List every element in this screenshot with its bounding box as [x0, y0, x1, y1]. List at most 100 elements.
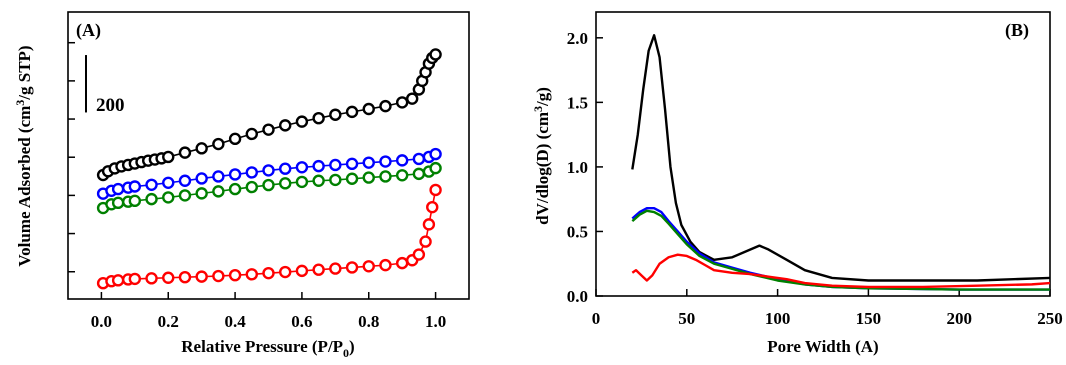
data-point-green [329, 173, 342, 187]
data-point-green [345, 172, 359, 185]
data-point-black [362, 102, 375, 116]
data-point-blue [195, 172, 208, 185]
panel-b: (B) 0.0 0.5 1.0 1.5 2.0 0 50 100 150 200 250 Pore… [531, 11, 1063, 356]
data-point-black [429, 48, 442, 61]
x-tick-label: 0.6 [291, 312, 312, 331]
data-point-blue [145, 178, 158, 191]
data-point-green [128, 194, 142, 208]
pore-distribution-line-green [631, 209, 1050, 291]
data-point-black [228, 132, 242, 146]
data-point-green [245, 180, 258, 194]
data-point-blue [262, 164, 275, 177]
data-point-red [312, 263, 325, 276]
data-point-black [178, 146, 192, 159]
data-point-red [429, 183, 442, 197]
x-tick-label: 150 [856, 309, 882, 328]
data-point-blue [178, 174, 192, 187]
data-point-red [111, 274, 125, 287]
x-tick-label: 100 [765, 309, 791, 328]
data-point-red [395, 256, 409, 270]
scale-bar: 200 [85, 55, 125, 116]
panel-b-y-axis-label: dV/dlog(D) (cm3/g) [531, 87, 552, 225]
data-point-red [412, 248, 426, 261]
data-point-blue [395, 154, 409, 167]
panel-a-x-axis-label: Relative Pressure (P/P0) [181, 337, 354, 360]
y-tick-label: 1.0 [567, 158, 588, 177]
data-point-black [279, 119, 292, 132]
panel-b-series [631, 34, 1051, 291]
panel-a-y-ticks [68, 41, 75, 273]
data-point-black [345, 105, 359, 119]
pore-distribution-line-red [631, 253, 1051, 289]
data-point-green [312, 174, 325, 187]
data-point-red [345, 261, 359, 274]
x-tick-label: 0.4 [224, 312, 246, 331]
data-point-red [295, 264, 309, 278]
panel-a-series [96, 48, 442, 290]
data-point-blue [312, 159, 325, 173]
data-point-green [145, 192, 158, 206]
data-point-black [262, 123, 275, 136]
data-point-black [212, 137, 225, 151]
panel-a-y-axis-label: Volume Adsorbed (cm3/g STP) [13, 45, 34, 266]
data-point-green [295, 175, 309, 189]
data-point-black [245, 127, 258, 141]
data-point-green [429, 161, 442, 175]
data-point-green [262, 178, 275, 192]
data-point-red [128, 272, 142, 286]
data-point-blue [429, 147, 442, 161]
panel-a-x-ticks: 0.0 0.2 0.4 0.6 0.8 1.0 [91, 292, 446, 331]
panel-b-label: (B) [1005, 20, 1029, 41]
data-point-red [362, 260, 375, 273]
pore-distribution-line-blue [631, 207, 1050, 291]
data-point-black [379, 99, 392, 113]
x-tick-label: 0.2 [158, 312, 179, 331]
data-point-blue [295, 161, 309, 174]
data-point-red [262, 266, 275, 280]
x-tick-label: 0 [592, 309, 601, 328]
data-point-red [426, 200, 439, 214]
x-tick-label: 1.0 [425, 312, 446, 331]
data-point-red [379, 258, 392, 272]
data-point-blue [329, 158, 342, 172]
data-point-green [362, 171, 375, 184]
x-tick-label: 250 [1037, 309, 1063, 328]
data-point-green [212, 185, 225, 198]
y-tick-label: 0.5 [567, 222, 588, 241]
y-tick-label: 0.0 [567, 287, 588, 306]
data-point-red [329, 262, 342, 275]
data-point-blue [162, 176, 175, 189]
data-point-red [212, 269, 225, 283]
data-point-red [228, 268, 242, 282]
panel-a-label: (A) [76, 20, 101, 41]
data-point-green [279, 177, 292, 190]
data-point-red [245, 268, 258, 281]
panel-b-x-axis-label: Pore Width (A) [767, 337, 878, 356]
data-point-blue [379, 155, 392, 168]
data-point-blue [111, 182, 125, 196]
data-point-blue [412, 152, 426, 166]
data-point-red [195, 270, 208, 283]
data-point-red [419, 235, 432, 248]
y-tick-label: 1.5 [567, 93, 588, 112]
data-point-black [195, 142, 208, 155]
panel-a: (A) 200 0.0 0.2 0.4 0.6 0.8 1.0 Relative Pres… [13, 11, 470, 360]
data-point-red [162, 271, 175, 284]
data-point-blue [345, 157, 359, 171]
panel-a-frame [67, 11, 470, 300]
data-point-red [422, 218, 436, 231]
panel-b-y-ticks: 0.0 0.5 1.0 1.5 2.0 [567, 29, 603, 306]
data-point-blue [362, 156, 375, 169]
data-point-red [279, 265, 292, 279]
x-tick-label: 0.0 [91, 312, 112, 331]
data-point-green [379, 170, 392, 183]
data-point-green [162, 191, 175, 204]
panel-b-frame [595, 11, 1051, 297]
data-point-blue [245, 166, 258, 179]
data-point-black [329, 108, 342, 121]
data-point-black [395, 96, 409, 109]
x-tick-label: 200 [946, 309, 972, 328]
data-point-green [195, 187, 208, 200]
data-point-black [162, 150, 175, 164]
